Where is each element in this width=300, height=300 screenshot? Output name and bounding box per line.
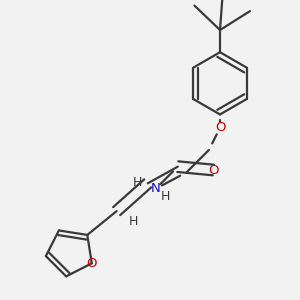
Text: O: O [215,121,225,134]
Text: H: H [129,214,138,228]
Text: H: H [161,190,170,203]
Text: H: H [133,176,142,189]
Text: O: O [86,257,97,270]
Text: N: N [151,182,160,195]
Text: O: O [208,164,219,176]
